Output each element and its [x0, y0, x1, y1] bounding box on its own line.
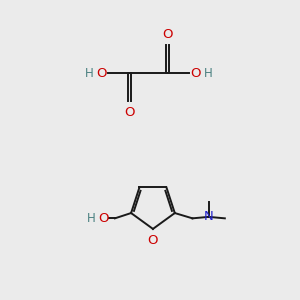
Text: O: O — [162, 28, 173, 41]
Text: O: O — [124, 106, 135, 119]
Text: H: H — [85, 67, 93, 80]
Text: H: H — [204, 67, 212, 80]
Text: O: O — [96, 67, 107, 80]
Text: O: O — [148, 234, 158, 247]
Text: O: O — [98, 212, 108, 225]
Text: O: O — [190, 67, 201, 80]
Text: H: H — [86, 212, 95, 225]
Text: N: N — [204, 210, 214, 224]
